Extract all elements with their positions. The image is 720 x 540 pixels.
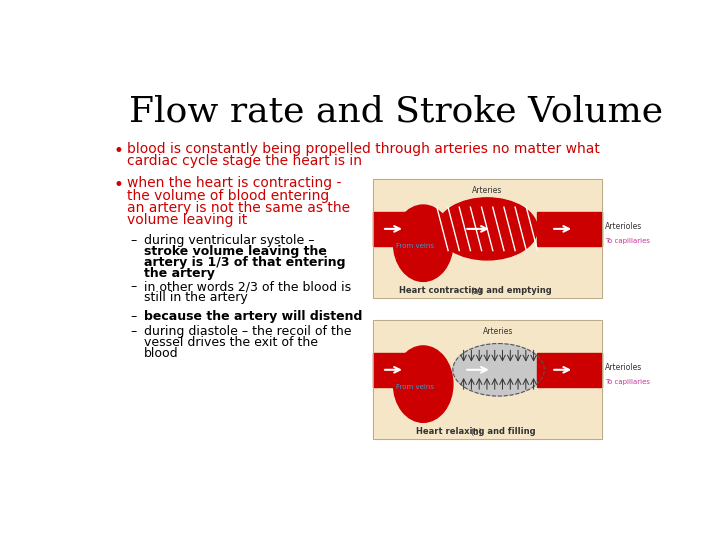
Text: Arteries: Arteries <box>472 186 503 195</box>
Bar <box>373 179 601 298</box>
Text: From veins: From veins <box>396 384 433 390</box>
Text: To capillaries: To capillaries <box>605 239 649 245</box>
Text: volume leaving it: volume leaving it <box>127 213 248 227</box>
Text: vessel drives the exit of the: vessel drives the exit of the <box>144 336 318 349</box>
Text: –: – <box>130 234 137 247</box>
Text: –: – <box>130 325 137 338</box>
Text: Arteries: Arteries <box>483 327 514 336</box>
Text: because the artery will distend: because the artery will distend <box>144 309 363 323</box>
Bar <box>373 353 437 387</box>
Text: artery is 1/3 of that entering: artery is 1/3 of that entering <box>144 256 346 269</box>
Text: cardiac cycle stage the heart is in: cardiac cycle stage the heart is in <box>127 154 362 168</box>
Text: the artery: the artery <box>144 267 215 280</box>
Text: the volume of blood entering: the volume of blood entering <box>127 189 330 202</box>
Text: in other words 2/3 of the blood is: in other words 2/3 of the blood is <box>144 280 351 293</box>
Text: (b): (b) <box>470 428 482 437</box>
Text: Heart contracting and emptying: Heart contracting and emptying <box>400 286 552 295</box>
Text: Arterioles: Arterioles <box>605 363 642 372</box>
Text: –: – <box>130 280 137 293</box>
Bar <box>373 320 601 439</box>
Text: From veins: From veins <box>396 243 433 249</box>
Bar <box>538 212 601 246</box>
Text: still in the artery: still in the artery <box>144 291 248 304</box>
Text: blood is constantly being propelled through arteries no matter what: blood is constantly being propelled thro… <box>127 142 600 156</box>
Text: during ventricular systole –: during ventricular systole – <box>144 234 319 247</box>
Ellipse shape <box>453 343 544 396</box>
Text: when the heart is contracting -: when the heart is contracting - <box>127 177 341 191</box>
Ellipse shape <box>393 205 453 281</box>
Bar <box>373 179 601 298</box>
Ellipse shape <box>393 346 453 422</box>
Text: Heart relaxing and filling: Heart relaxing and filling <box>416 427 536 436</box>
Text: during diastole – the recoil of the: during diastole – the recoil of the <box>144 325 352 338</box>
Text: stroke volume leaving the: stroke volume leaving the <box>144 245 327 258</box>
Text: Flow rate and Stroke Volume: Flow rate and Stroke Volume <box>129 94 663 128</box>
Bar <box>373 212 437 246</box>
Text: blood: blood <box>144 347 179 360</box>
Bar <box>538 353 601 387</box>
Bar <box>373 320 601 439</box>
Text: •: • <box>113 177 123 194</box>
Text: •: • <box>113 142 123 160</box>
Ellipse shape <box>437 198 538 260</box>
Text: To capillaries: To capillaries <box>605 379 649 386</box>
Text: (a): (a) <box>470 287 482 296</box>
Text: an artery is not the same as the: an artery is not the same as the <box>127 201 351 215</box>
Text: –: – <box>130 309 137 323</box>
Text: Arterioles: Arterioles <box>605 222 642 231</box>
